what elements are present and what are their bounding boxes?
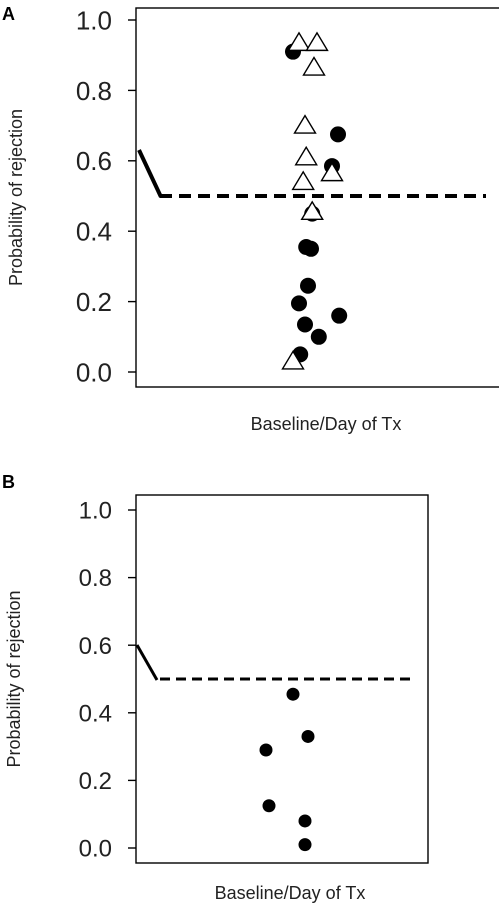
data-point-triangle	[320, 161, 344, 182]
data-point-triangle	[281, 350, 305, 370]
data-point-circle	[291, 295, 307, 312]
data-point-circle	[301, 729, 315, 743]
data-point-circle	[310, 328, 327, 345]
data-point-triangle	[293, 114, 317, 134]
y-tick-label: 0.4	[76, 217, 112, 247]
y-axis-label: Probability of rejection	[6, 109, 26, 286]
data-point-circle	[298, 838, 312, 852]
data-point-triangle	[291, 170, 315, 191]
y-tick-label: 0.8	[76, 76, 112, 106]
data-point-triangle	[305, 31, 329, 52]
plot-frame	[135, 494, 429, 864]
y-tick-label: 0.2	[76, 287, 112, 317]
panel-b-label: B	[2, 472, 15, 492]
data-point-circle	[331, 307, 348, 324]
data-point-circle	[286, 687, 300, 701]
y-tick-label: 1.0	[79, 498, 112, 525]
threshold-connector	[137, 149, 163, 198]
y-axis-label: Probability of rejection	[4, 590, 24, 767]
data-point-triangle	[287, 31, 311, 52]
data-point-circle	[262, 799, 276, 813]
y-tick-label: 0.8	[79, 565, 112, 592]
y-tick-label: 0.2	[79, 768, 112, 795]
data-point-circle	[298, 814, 312, 828]
y-tick-label: 1.0	[76, 5, 112, 35]
x-axis-label: Baseline/Day of Tx	[215, 883, 366, 903]
data-point-circle	[259, 743, 273, 757]
y-tick-label: 0.6	[76, 146, 112, 176]
y-tick-label: 0.4	[79, 700, 112, 727]
panel-a-label: A	[2, 4, 15, 24]
data-point-triangle	[302, 56, 326, 76]
chart-panel-b: 0.0 0.2 0.4 0.6 0.8 1.0 Probability of rejecti…	[4, 494, 429, 903]
data-point-circle	[300, 277, 316, 294]
data-point-circle	[330, 126, 346, 143]
y-tick-label: 0.0	[79, 836, 112, 863]
data-point-triangle	[294, 145, 318, 166]
chart-panel-a: 0.0 0.2 0.4 0.6 0.8 1.0 Probability of rejecti…	[6, 5, 499, 434]
x-axis-label: Baseline/Day of Tx	[251, 414, 402, 434]
data-point-circle	[297, 316, 313, 333]
threshold-connector	[135, 644, 159, 681]
data-point-triangle	[300, 200, 324, 221]
data-point-circle	[303, 240, 319, 257]
y-tick-label: 0.0	[76, 357, 112, 387]
y-tick-label: 0.6	[79, 633, 112, 660]
plot-frame	[135, 7, 499, 388]
